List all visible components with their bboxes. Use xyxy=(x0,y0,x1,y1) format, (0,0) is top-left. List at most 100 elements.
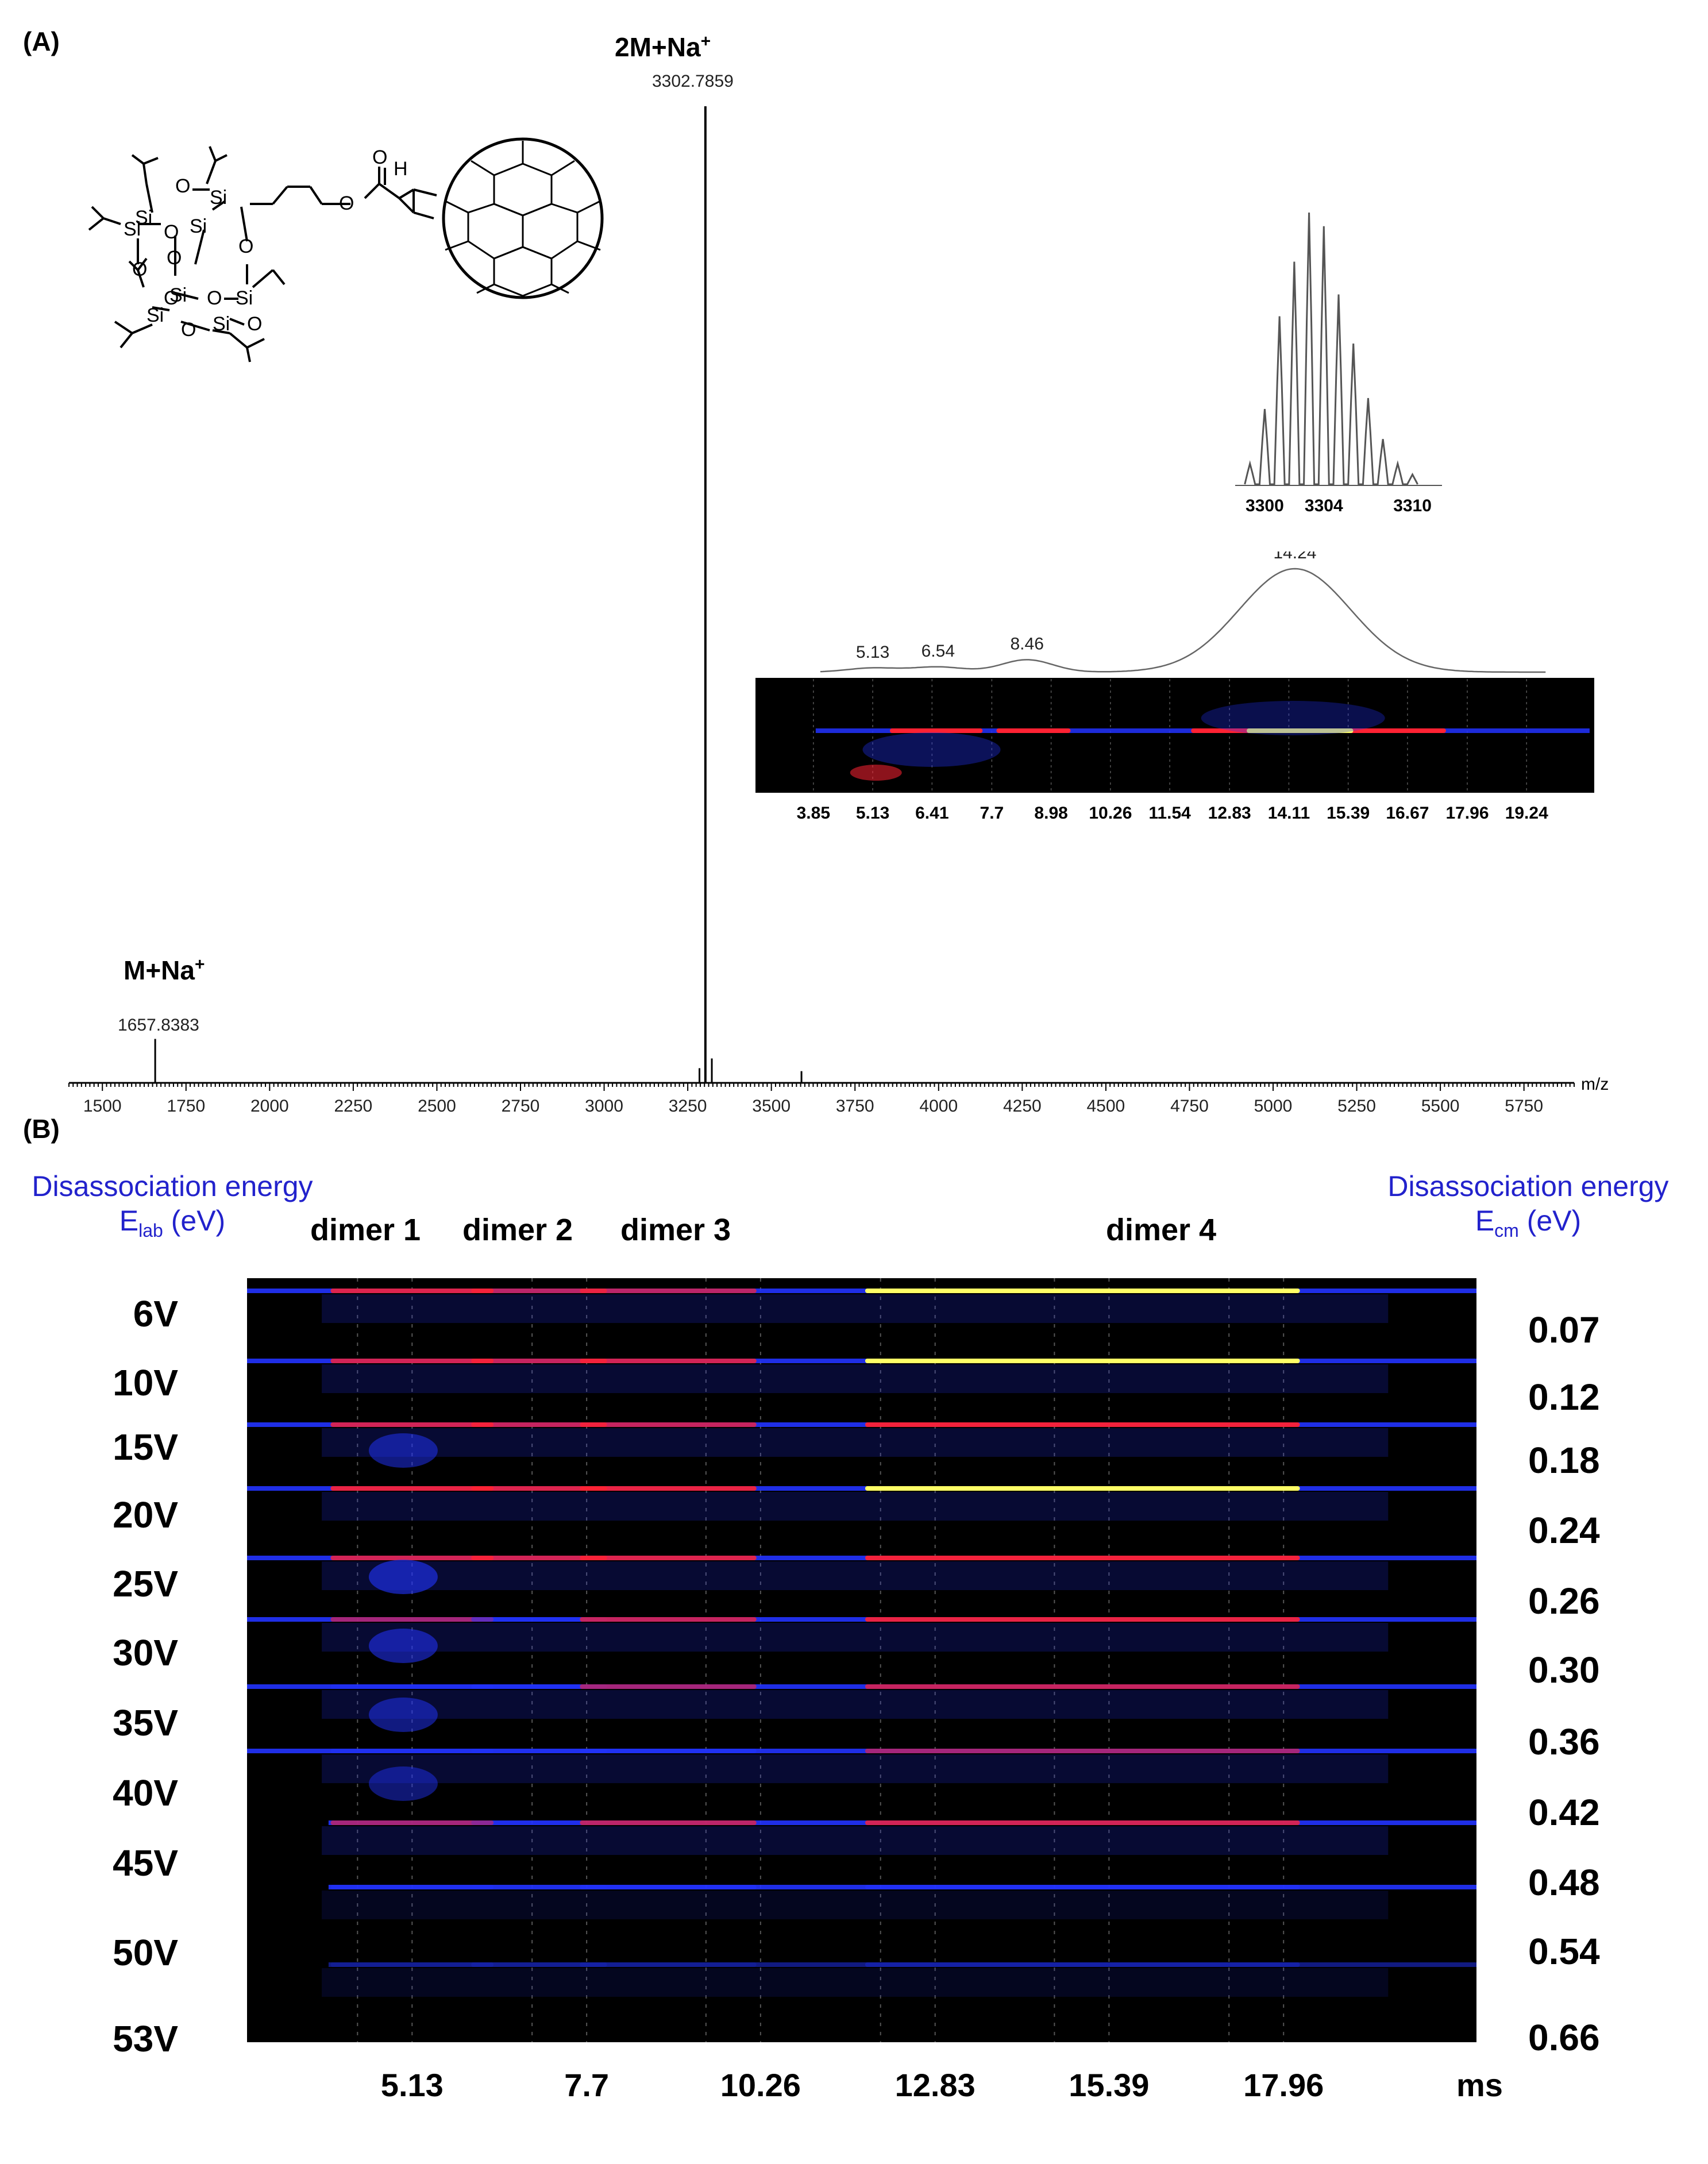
heatmap-cell xyxy=(865,1684,1300,1689)
arrival-peak-label: 8.46 xyxy=(1010,634,1043,653)
ms-x-tick-label: 1500 xyxy=(83,1097,122,1116)
svg-text:Si: Si xyxy=(190,215,207,237)
ms-x-tick-label: 5250 xyxy=(1337,1097,1376,1116)
heatmap-row-band xyxy=(247,1289,1476,1293)
heatmap-row-halo xyxy=(322,1623,1389,1652)
heatmap-cell xyxy=(865,1885,1300,1889)
cm-energy-label: 0.54 xyxy=(1528,1931,1600,1972)
ms-x-tick-label: 1750 xyxy=(167,1097,205,1116)
main-peak-label: 2M+Na+ xyxy=(615,32,711,62)
inset-heat-blob xyxy=(862,732,1001,767)
arrival-tick-label: 16.67 xyxy=(1386,804,1429,823)
svg-text:Si: Si xyxy=(169,284,187,306)
heatmap-row-band xyxy=(247,1684,1476,1689)
heatmap-row-band xyxy=(328,1962,1476,1967)
svg-text:O: O xyxy=(132,259,147,280)
lab-energy-label: 6V xyxy=(133,1293,178,1334)
arrival-time-trace xyxy=(820,568,1546,673)
heatmap-cell xyxy=(471,1422,607,1427)
ms-x-tick-label: 4500 xyxy=(1087,1097,1125,1116)
arrival-time-inset: 5.13 6.54 8.46 14.24 3.85 5.13 6.41 7.7 8.98 10.… xyxy=(755,551,1594,823)
heatmap-blob xyxy=(368,1698,438,1732)
ms-x-tick-label: 4750 xyxy=(1170,1097,1209,1116)
heatmap-blob xyxy=(368,1629,438,1663)
ms-x-tick-label: 5750 xyxy=(1505,1097,1543,1116)
dimer-2-label: dimer 2 xyxy=(462,1213,573,1247)
heatmap-row xyxy=(247,1617,1476,1652)
molecule-atom-labels: Si O Si O Si Si O O O Si O Si Si O Si O … xyxy=(124,146,408,341)
heatmap-row-halo xyxy=(322,1690,1389,1719)
heatmap-cell xyxy=(471,1962,607,1967)
heatmap-row xyxy=(322,1962,1476,1997)
ms-x-tick-label: 2000 xyxy=(250,1097,289,1116)
heatmap-x-tick-label: 17.96 xyxy=(1243,2067,1324,2103)
inset-heat-hotspot xyxy=(1247,728,1354,733)
dimer-3-label: dimer 3 xyxy=(620,1213,731,1247)
heatmap-row-halo xyxy=(322,1561,1389,1590)
ms-x-tick-label: 3000 xyxy=(585,1097,623,1116)
ms-x-tick-label: 3750 xyxy=(836,1097,874,1116)
ms-x-tick-label: 5500 xyxy=(1421,1097,1460,1116)
svg-text:O: O xyxy=(167,247,182,269)
heatmap-row xyxy=(247,1556,1476,1590)
minor-peak-mz: 1657.8383 xyxy=(118,1016,199,1035)
svg-text:O: O xyxy=(339,192,354,214)
heatmap-cell xyxy=(865,1359,1300,1363)
arrival-peak-label: 14.24 xyxy=(1273,551,1316,562)
svg-text:O: O xyxy=(181,319,196,341)
inset-heat-blob xyxy=(850,765,902,781)
heatmap-cell xyxy=(865,1422,1300,1427)
dimer-4-label: dimer 4 xyxy=(1106,1213,1217,1247)
ms-x-tick-label: 4250 xyxy=(1003,1097,1042,1116)
arrival-tick-label: 14.11 xyxy=(1268,804,1310,823)
minor-peak-label: M+Na+ xyxy=(124,955,205,985)
cm-energy-label: 0.18 xyxy=(1528,1440,1600,1481)
heatmap-cell xyxy=(865,1486,1300,1491)
arrival-tick-label: 6.41 xyxy=(915,804,949,823)
heatmap-row xyxy=(247,1486,1476,1521)
cm-energy-label: 0.42 xyxy=(1528,1792,1600,1833)
heatmap-unit-label: ms xyxy=(1456,2067,1503,2103)
heatmap-x-tick-label: 7.7 xyxy=(564,2067,610,2103)
molecule-structure: Si O Si O Si Si O O O Si O Si Si O Si O … xyxy=(88,137,604,362)
heatmap-cell xyxy=(330,1617,494,1622)
arrival-tick-label: 19.24 xyxy=(1505,804,1548,823)
mass-spectrum-chart: 1500 1750 2000 2250 2500 2750 3000 3250 3500 3750… xyxy=(68,106,1609,1116)
arrival-tick-label: 7.7 xyxy=(980,804,1004,823)
ms-x-tick-label: 2500 xyxy=(418,1097,456,1116)
lab-energy-label: 40V xyxy=(113,1772,178,1814)
svg-text:O: O xyxy=(175,175,190,197)
lab-energy-label: 45V xyxy=(113,1842,178,1884)
panel-a-label: (A) xyxy=(23,26,60,56)
heatmap-x-tick-label: 10.26 xyxy=(720,2067,801,2103)
heatmap-cell xyxy=(330,1422,494,1427)
heatmap-cell xyxy=(330,1749,494,1753)
heatmap-cell xyxy=(330,1359,494,1363)
heatmap-cell xyxy=(865,1289,1300,1293)
cm-energy-label: 0.12 xyxy=(1528,1376,1600,1418)
ms-axis-label: m/z xyxy=(1581,1075,1609,1094)
arrival-tick-label: 15.39 xyxy=(1327,804,1370,823)
heatmap-cell xyxy=(865,1617,1300,1622)
heatmap-row-band xyxy=(247,1486,1476,1491)
lab-energy-label: 30V xyxy=(113,1632,178,1673)
heatmap-cell xyxy=(471,1885,607,1889)
heatmap-row-halo xyxy=(322,1754,1389,1783)
heatmap-cell xyxy=(471,1359,607,1363)
heatmap-row xyxy=(322,1885,1476,1919)
heatmap-row xyxy=(247,1684,1476,1719)
heatmap-row xyxy=(322,1820,1476,1855)
svg-text:Si: Si xyxy=(210,187,227,209)
heatmap-row-halo xyxy=(322,1891,1389,1919)
isotope-inset: 3300 3304 3310 xyxy=(1235,212,1442,515)
inset-heat-hotspot xyxy=(996,728,1071,733)
svg-text:H: H xyxy=(394,158,408,180)
heatmap-x-tick-label: 12.83 xyxy=(895,2067,976,2103)
ms-x-tick-label: 2750 xyxy=(502,1097,540,1116)
lab-energy-label: 35V xyxy=(113,1702,178,1743)
heatmap-cell xyxy=(471,1684,607,1689)
lab-energy-label: 20V xyxy=(113,1494,178,1536)
heatmap-cell xyxy=(330,1962,494,1967)
lab-energy-label: 25V xyxy=(113,1563,178,1604)
svg-text:Si: Si xyxy=(146,304,164,326)
